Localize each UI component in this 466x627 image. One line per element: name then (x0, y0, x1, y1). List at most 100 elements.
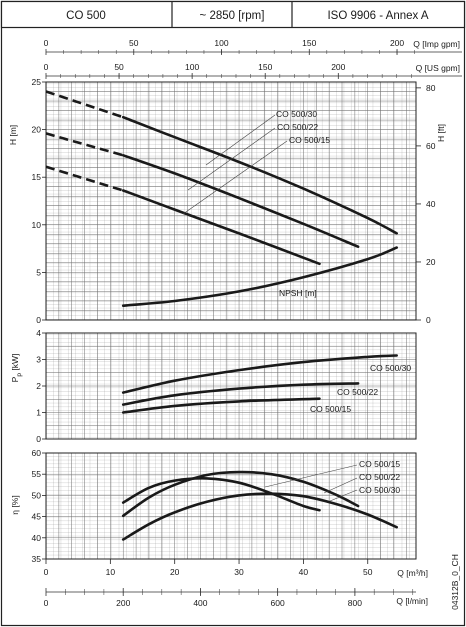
eff-y-tick-label: 40 (32, 533, 42, 543)
header-standard: ISO 9906 - Annex A (327, 10, 428, 22)
lmin-tick-label: 800 (348, 598, 362, 608)
lmin-tick-label: 600 (271, 598, 285, 608)
head-y-tick-label: 5 (36, 267, 41, 277)
head-y-tick-label: 0 (36, 315, 41, 325)
power-major-grid (46, 333, 416, 439)
head-ft-tick-label: 0 (426, 315, 431, 325)
m3h-tick-label: 0 (44, 567, 49, 577)
head-co-500-30-line (121, 115, 398, 235)
eff-y-ticks: 35 40 45 50 55 60 (32, 448, 46, 564)
header-box (0, 0, 466, 29)
eff-y-tick-label: 35 (32, 554, 42, 564)
m3h-ticks: 0 10 20 30 40 50 (44, 559, 373, 577)
footer-code: 04312B_0_CH (450, 554, 460, 610)
head-ft-tick-label: 20 (426, 257, 436, 267)
eff-y-tick-label: 50 (32, 490, 42, 500)
top-axes: 0 50 100 150 200 Q [Imp gpm] 0 50 100 150 200 Q … (44, 38, 462, 79)
head-co-500-15-line (121, 189, 321, 266)
power-y-tick-label: 4 (36, 328, 41, 338)
head-ylabel: H [m] (8, 125, 18, 145)
lmin-ticks: 0 200 400 600 800 (44, 588, 414, 608)
m3h-tick-label: 40 (299, 567, 309, 577)
label-head-co500-15: CO 500/15 (289, 135, 330, 145)
power-ylabel-unit: [kW] (10, 354, 20, 373)
label-eff-co500-30: CO 500/30 (359, 485, 400, 495)
imp-gpm-ticks: 0 50 100 150 200 (44, 38, 415, 55)
head-ft-tick-label: 80 (426, 83, 436, 93)
eff-co-500-22-line (121, 470, 360, 518)
lmin-axis-label: Q [l/min] (396, 596, 428, 606)
efficiency-panel: 35 40 45 50 55 60 η [%] CO 500/15 CO 500/22 C… (10, 448, 417, 564)
us-gpm-tick-label: 150 (258, 62, 272, 72)
eff-y-tick-label: 60 (32, 448, 42, 458)
power-co-500-22-line (121, 382, 360, 406)
power-y-tick-label: 1 (36, 408, 41, 418)
header: CO 500 ~ 2850 [rpm] ISO 9906 - Annex A (0, 0, 466, 29)
us-gpm-tick-label: 100 (185, 62, 199, 72)
head-y-tick-label: 15 (32, 172, 42, 182)
head-leaders (182, 114, 288, 215)
power-curves (121, 354, 398, 414)
power-ylabel-p: P (10, 376, 20, 382)
power-co-500-15-line (121, 397, 321, 414)
eff-ylabel: η [%] (10, 495, 20, 514)
eff-major-grid (46, 453, 416, 559)
label-head-co500-30: CO 500/30 (276, 109, 317, 119)
us-gpm-ticks: 0 50 100 150 200 (44, 62, 412, 79)
us-gpm-tick-label: 0 (44, 62, 49, 72)
lmin-tick-label: 400 (193, 598, 207, 608)
eff-leader-15 (264, 464, 358, 488)
head-curves (45, 90, 398, 307)
imp-gpm-tick-label: 150 (302, 38, 316, 48)
power-y-tick-label: 0 (36, 434, 41, 444)
imp-gpm-tick-label: 0 (44, 38, 49, 48)
eff-y-tick-label: 45 (32, 512, 42, 522)
head-co-500-22-dashed (45, 132, 124, 157)
label-npsh: NPSH [m] (279, 288, 317, 298)
eff-co-500-30-line (121, 492, 398, 541)
label-eff-co500-15: CO 500/15 (359, 459, 400, 469)
label-eff-co500-22: CO 500/22 (359, 472, 400, 482)
head-npsh-m-line (121, 246, 398, 307)
header-speed: ~ 2850 [rpm] (200, 10, 265, 22)
head-panel: 0 5 10 15 20 25 0 20 40 60 80 H [m] H [ft] CO 500… (8, 77, 446, 325)
head-ft-tick-label: 40 (426, 199, 436, 209)
power-ylabel-sub: p (16, 373, 23, 377)
eff-grid (46, 453, 416, 559)
power-panel: 0 1 2 3 4 Pp [kW] CO 500/30 CO 500/22 CO 500… (10, 328, 417, 444)
head-co-500-30-dashed (45, 90, 124, 119)
us-gpm-tick-label: 50 (114, 62, 124, 72)
power-ylabel: Pp [kW] (10, 354, 23, 383)
us-gpm-tick-label: 200 (331, 62, 345, 72)
head-ft-ticks: 0 20 40 60 80 (416, 83, 436, 325)
us-gpm-axis-label: Q [US gpm] (416, 63, 460, 73)
power-y-tick-label: 2 (36, 381, 41, 391)
head-y-tick-label: 10 (32, 220, 42, 230)
bottom-axes: 0 10 20 30 40 50 Q [m³/h] 0 200 400 600 800 Q [l/… (44, 559, 428, 608)
lmin-tick-label: 200 (116, 598, 130, 608)
m3h-axis-label: Q [m³/h] (397, 568, 428, 578)
label-power-co500-22: CO 500/22 (337, 387, 378, 397)
eff-leaders (264, 464, 358, 502)
m3h-tick-label: 10 (106, 567, 116, 577)
leader-co500-30 (205, 114, 276, 166)
head-major-grid (46, 82, 416, 320)
eff-curves (121, 470, 398, 541)
imp-gpm-axis-label: Q [Imp gpm] (413, 39, 460, 49)
leader-co500-22 (187, 127, 276, 191)
m3h-tick-label: 30 (234, 567, 244, 577)
head-frame (45, 81, 417, 321)
eff-leader-30 (329, 489, 358, 502)
eff-co-500-15-line (121, 477, 321, 512)
m3h-tick-label: 20 (170, 567, 180, 577)
power-co-500-30-line (121, 354, 398, 394)
head-grid (46, 82, 416, 320)
imp-gpm-tick-label: 50 (129, 38, 139, 48)
label-power-co500-30: CO 500/30 (370, 363, 411, 373)
head-co-500-22-line (121, 154, 360, 248)
header-model: CO 500 (66, 10, 106, 22)
label-power-co500-15: CO 500/15 (310, 404, 351, 414)
power-y-ticks: 0 1 2 3 4 (36, 328, 46, 444)
leader-co500-15 (182, 140, 288, 215)
